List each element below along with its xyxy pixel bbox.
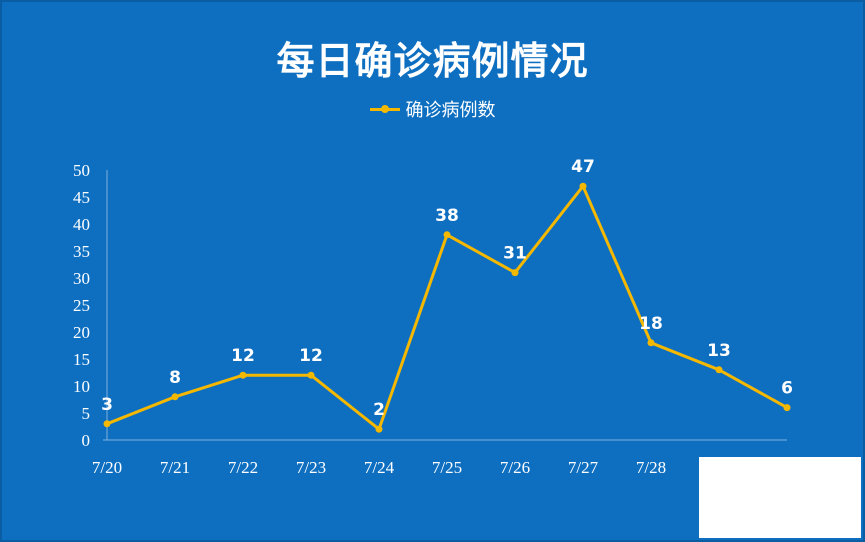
- x-tick-label: 7/21: [160, 458, 190, 477]
- y-tick-label: 10: [73, 377, 90, 396]
- x-tick-label: 7/23: [296, 458, 326, 477]
- data-label: 38: [435, 206, 459, 226]
- data-label: 6: [781, 379, 793, 399]
- legend-label: 确诊病例数: [405, 100, 496, 121]
- data-label: 13: [707, 341, 731, 361]
- y-tick-label: 35: [73, 242, 90, 261]
- data-point: [239, 371, 247, 379]
- x-tick-label: 7/22: [228, 458, 258, 477]
- x-tick-label: 7/26: [500, 458, 530, 477]
- data-point: [579, 182, 587, 190]
- y-tick-label: 50: [73, 161, 90, 180]
- y-tick-label: 25: [73, 296, 90, 315]
- data-point: [103, 420, 111, 428]
- x-tick-label: 7/27: [568, 458, 599, 477]
- data-label: 18: [639, 314, 663, 334]
- chart-legend: 确诊病例数: [0, 96, 865, 122]
- data-label: 8: [169, 368, 181, 388]
- covering-box: [699, 457, 861, 538]
- data-point: [783, 404, 791, 412]
- data-label: 12: [299, 346, 323, 366]
- y-tick-label: 5: [82, 404, 91, 423]
- x-tick-label: 7/25: [432, 458, 462, 477]
- y-tick-label: 20: [73, 323, 90, 342]
- data-label: 31: [503, 244, 527, 264]
- data-point: [715, 366, 723, 374]
- data-point: [171, 393, 179, 401]
- data-label: 12: [231, 346, 255, 366]
- data-point: [443, 231, 451, 239]
- data-label: 2: [373, 400, 385, 420]
- y-tick-label: 40: [73, 215, 90, 234]
- data-point: [511, 269, 519, 277]
- data-point: [307, 371, 315, 379]
- x-tick-label: 7/24: [364, 458, 395, 477]
- legend-line-marker-icon: [369, 104, 400, 113]
- data-label: 3: [101, 395, 113, 415]
- data-point: [647, 339, 655, 347]
- data-point: [375, 425, 383, 433]
- y-tick-label: 0: [82, 431, 91, 450]
- x-tick-label: 7/20: [92, 458, 122, 477]
- chart-title: 每日确诊病例情况: [276, 39, 589, 83]
- y-tick-label: 45: [73, 188, 90, 207]
- x-tick-label: 7/28: [636, 458, 666, 477]
- y-tick-label: 30: [73, 269, 90, 288]
- data-label: 47: [571, 157, 595, 177]
- y-tick-label: 15: [73, 350, 90, 369]
